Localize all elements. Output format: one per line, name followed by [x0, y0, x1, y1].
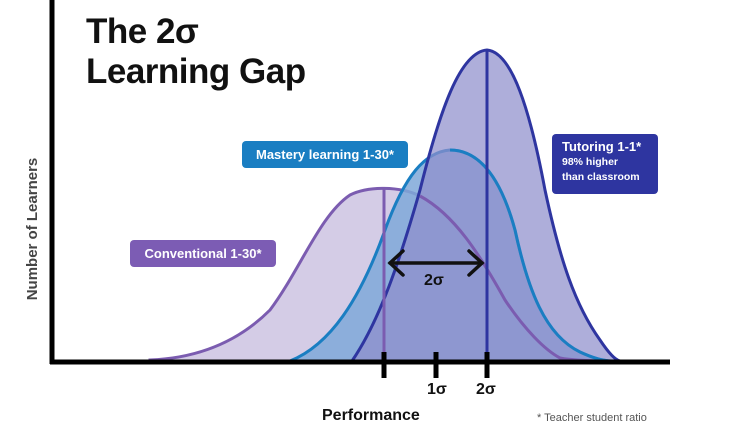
chart-title-line1: The 2σ: [86, 12, 199, 51]
x-axis-label: Performance: [322, 407, 420, 424]
chart-title-line2: Learning Gap: [86, 52, 306, 91]
tick-label-1sigma: 1σ: [427, 381, 447, 398]
arrow-label: 2σ: [424, 272, 444, 289]
chart-title: The 2σ Learning Gap: [86, 12, 306, 92]
conventional-label: Conventional 1-30*: [130, 240, 276, 267]
y-axis-label: Number of Learners: [24, 157, 41, 301]
tutoring-label-title: Tutoring 1-1*: [562, 139, 642, 154]
tick-label-2sigma: 2σ: [476, 381, 496, 398]
two-sigma-arrow: [387, 249, 485, 277]
footnote: * Teacher student ratio: [537, 412, 647, 424]
tutoring-label: Tutoring 1-1* 98% higher than classroom: [552, 134, 658, 194]
tutoring-label-line3: than classroom: [562, 171, 640, 183]
mastery-label: Mastery learning 1-30*: [242, 141, 408, 168]
tutoring-label-line2: 98% higher: [562, 156, 619, 168]
